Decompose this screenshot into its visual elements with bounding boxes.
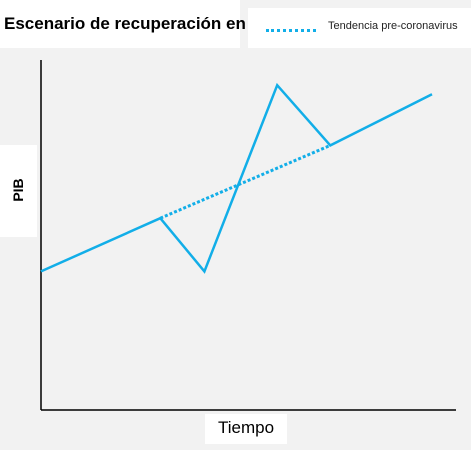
x-axis-label-background [205, 414, 287, 444]
series-line-gdp [40, 82, 433, 274]
title-background [0, 0, 240, 48]
chart-title: Escenario de recuperación en Z [4, 14, 261, 33]
x-axis-label: Tiempo [217, 418, 275, 437]
legend-dotted-swatch [266, 29, 316, 32]
legend [248, 8, 471, 48]
y-axis-label-background [0, 145, 37, 237]
y-axis-label: PIB [10, 178, 26, 202]
legend-label: Tendencia pre-coronavirus [328, 20, 458, 32]
series-line-trend [159, 144, 331, 220]
